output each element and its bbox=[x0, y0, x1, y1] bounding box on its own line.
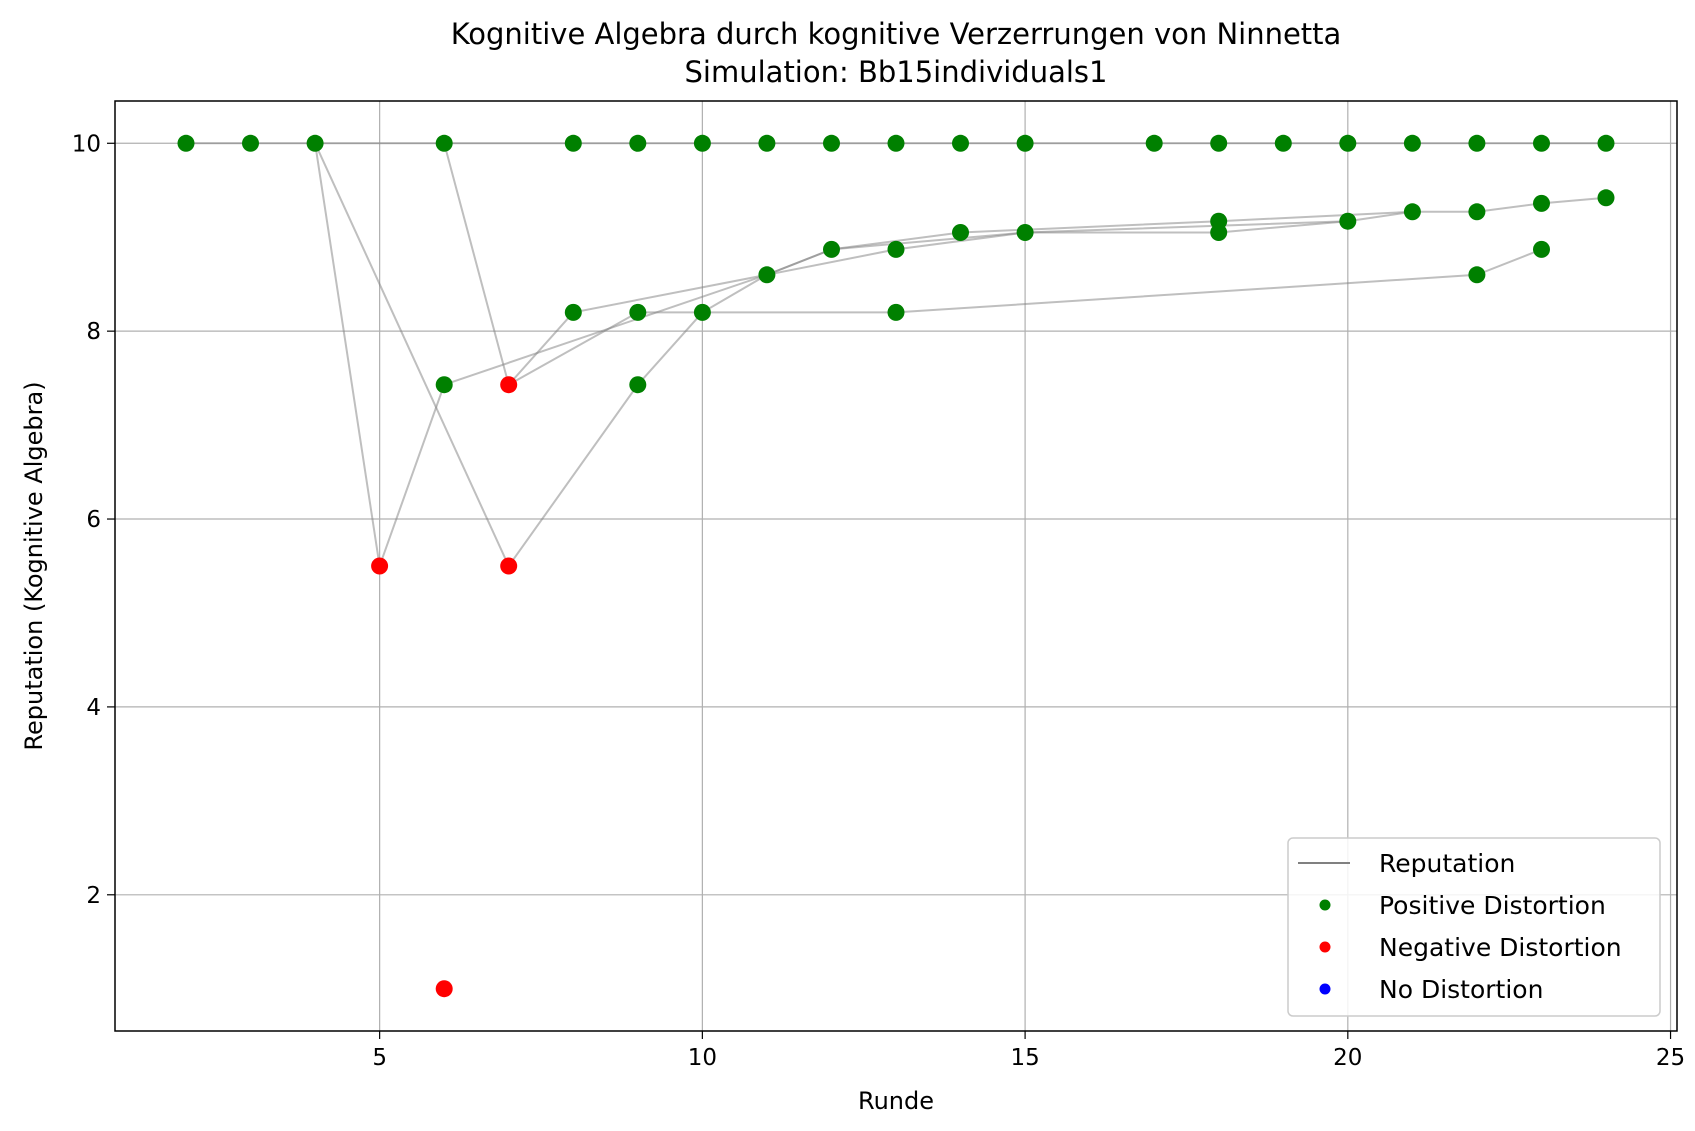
positive-distortion-marker bbox=[823, 134, 840, 152]
positive-distortion-marker bbox=[1145, 134, 1163, 152]
positive-distortion-marker bbox=[564, 303, 582, 321]
positive-distortion-marker bbox=[1468, 134, 1486, 152]
positive-distortion-marker bbox=[1597, 189, 1615, 207]
positive-distortion-marker bbox=[1533, 194, 1550, 212]
positive-distortion-marker bbox=[1468, 203, 1486, 221]
y-tick-label: 8 bbox=[86, 319, 101, 345]
chart-subtitle: Simulation: Bb15individuals1 bbox=[685, 55, 1108, 89]
positive-distortion-marker bbox=[1210, 224, 1228, 241]
legend-label-reputation: Reputation bbox=[1379, 849, 1515, 878]
y-axis-label: Reputation (Kognitive Algebra) bbox=[20, 381, 48, 750]
positive-distortion-marker bbox=[1016, 134, 1034, 152]
positive-distortion-marker bbox=[564, 134, 582, 152]
legend-label-negative: Negative Distortion bbox=[1379, 933, 1622, 962]
legend-marker-negative bbox=[1319, 941, 1331, 953]
x-tick-label: 20 bbox=[1333, 1045, 1362, 1071]
positive-distortion-marker bbox=[629, 303, 647, 321]
positive-distortion-marker bbox=[887, 240, 905, 258]
positive-distortion-marker bbox=[823, 240, 840, 258]
legend-box bbox=[1287, 837, 1661, 1017]
positive-distortion-marker bbox=[1274, 134, 1292, 152]
positive-distortion-marker bbox=[629, 134, 647, 152]
positive-distortion-marker bbox=[306, 134, 324, 152]
positive-distortion-marker bbox=[887, 303, 905, 321]
positive-distortion-marker bbox=[1403, 203, 1421, 221]
positive-distortion-marker bbox=[887, 134, 905, 152]
legend-marker-none bbox=[1319, 983, 1331, 995]
y-axis-ticks: 2 4 6 8 10 bbox=[72, 131, 115, 909]
data-markers bbox=[177, 134, 1615, 998]
legend: Reputation Positive Distortion Negative … bbox=[1287, 837, 1661, 1017]
x-axis-ticks: 5 10 15 20 25 bbox=[372, 1031, 1685, 1071]
positive-distortion-marker bbox=[1403, 134, 1421, 152]
positive-distortion-marker bbox=[177, 134, 195, 152]
y-tick-label: 4 bbox=[86, 695, 101, 721]
positive-distortion-marker bbox=[1339, 212, 1357, 230]
y-tick-label: 2 bbox=[86, 883, 101, 909]
positive-distortion-marker bbox=[1210, 134, 1228, 152]
positive-distortion-marker bbox=[242, 134, 259, 152]
plot-frame bbox=[114, 100, 1678, 1032]
x-tick-label: 5 bbox=[372, 1045, 387, 1071]
legend-label-positive: Positive Distortion bbox=[1379, 891, 1606, 920]
positive-distortion-marker bbox=[435, 134, 453, 152]
x-tick-label: 25 bbox=[1656, 1045, 1685, 1071]
chart-title: Kognitive Algebra durch kognitive Verzer… bbox=[451, 17, 1342, 51]
x-axis-label: Runde bbox=[858, 1087, 934, 1115]
legend-label-none: No Distortion bbox=[1379, 975, 1543, 1004]
x-tick-label: 10 bbox=[688, 1045, 717, 1071]
negative-distortion-marker bbox=[435, 980, 453, 998]
negative-distortion-marker bbox=[500, 557, 518, 575]
legend-marker-positive bbox=[1319, 899, 1331, 911]
positive-distortion-marker bbox=[629, 376, 647, 394]
positive-distortion-marker bbox=[952, 134, 969, 152]
positive-distortion-marker bbox=[1533, 134, 1550, 152]
x-tick-label: 15 bbox=[1010, 1045, 1039, 1071]
negative-distortion-marker bbox=[500, 376, 518, 394]
y-tick-label: 10 bbox=[72, 131, 101, 157]
y-tick-label: 6 bbox=[86, 507, 101, 533]
positive-distortion-marker bbox=[1468, 266, 1486, 284]
positive-distortion-marker bbox=[693, 134, 711, 152]
positive-distortion-marker bbox=[1016, 224, 1034, 241]
negative-distortion-marker bbox=[371, 557, 389, 575]
positive-distortion-marker bbox=[1597, 134, 1615, 152]
positive-distortion-marker bbox=[1533, 240, 1550, 258]
positive-distortion-marker bbox=[1339, 134, 1357, 152]
positive-distortion-marker bbox=[758, 266, 776, 284]
positive-distortion-marker bbox=[952, 224, 969, 241]
positive-distortion-marker bbox=[758, 134, 776, 152]
reputation-line-4 bbox=[314, 142, 1348, 568]
positive-distortion-marker bbox=[435, 376, 453, 394]
positive-distortion-marker bbox=[693, 303, 711, 321]
